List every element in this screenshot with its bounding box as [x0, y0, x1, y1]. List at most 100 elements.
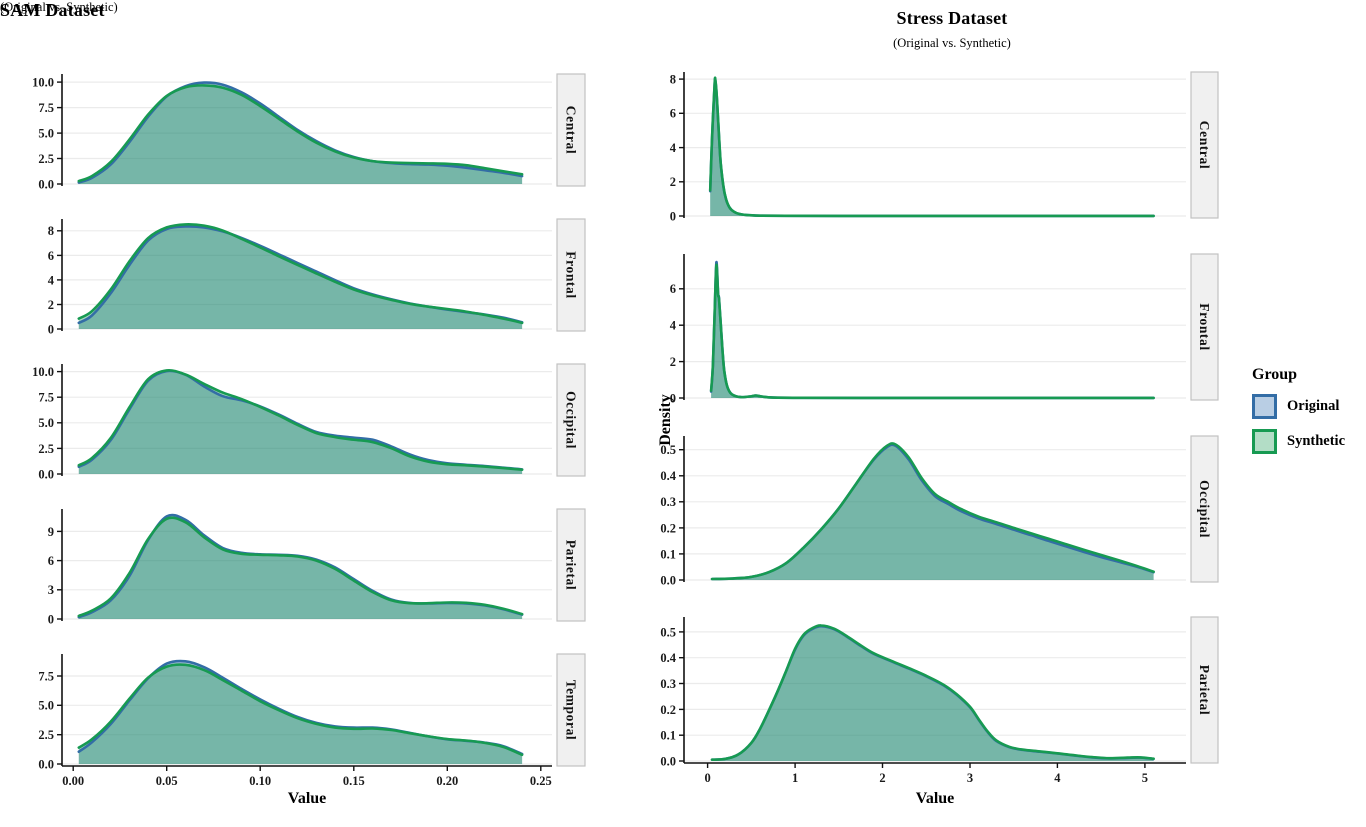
legend-key-synthetic-swatch: [1252, 429, 1277, 454]
density-area-synthetic: [78, 224, 523, 329]
density-area-synthetic: [712, 443, 1154, 580]
facet-frontal: 0 2 4 6 8 Frontal: [48, 218, 586, 336]
x-tick-label: 0: [704, 771, 710, 785]
y-tick-label: 0.2: [660, 703, 676, 717]
y-tick-label: 0.1: [660, 547, 676, 561]
facet-strip-label: Central: [1197, 121, 1212, 169]
y-tick-label: 5.0: [38, 699, 54, 713]
x-tick-label: 4: [1054, 771, 1061, 785]
density-area-original: [78, 226, 523, 329]
y-tick-label: 2.5: [38, 728, 54, 742]
legend-title: Group: [1252, 366, 1298, 383]
facet-strip-label: Occipital: [563, 391, 578, 449]
sam-x-axis-title: Value: [287, 790, 327, 807]
x-tick-label: 2: [879, 771, 885, 785]
y-tick-label: 0: [670, 209, 676, 223]
facet-strip-label: Parietal: [563, 540, 578, 591]
x-tick-label: 0.20: [436, 774, 458, 788]
y-tick-label: 6: [48, 249, 54, 263]
facet-strip-label: Frontal: [563, 251, 578, 298]
legend: Group Original Synthetic: [1252, 366, 1366, 454]
y-tick-label: 6: [670, 107, 676, 121]
density-curve-synthetic: [709, 263, 1155, 400]
y-tick-label: 0.4: [660, 469, 676, 483]
legend-label-synthetic: Synthetic: [1287, 433, 1345, 449]
facet-strip-label: Temporal: [563, 680, 578, 741]
facet-strip-label: Frontal: [1197, 303, 1212, 350]
facet-strip: [1190, 435, 1219, 583]
y-tick-label: 0: [48, 612, 54, 626]
density-area-synthetic: [78, 664, 523, 764]
legend-label-original: Original: [1287, 398, 1340, 414]
x-tick-label: 5: [1142, 771, 1148, 785]
y-tick-label: 4: [670, 319, 677, 333]
y-tick-label: 4: [670, 141, 677, 155]
figure-stress: 02468Central0246Frontal0.00.10.20.30.40.…: [660, 71, 1219, 785]
facet-occipital: 0.0 0.1 0.2 0.3 0.4 0.5 Occipital: [660, 435, 1219, 587]
y-tick-label: 6: [48, 554, 54, 568]
y-tick-label: 0.2: [660, 521, 676, 535]
density-curve-synthetic: [77, 368, 524, 471]
y-tick-label: 2: [670, 355, 676, 369]
y-tick-label: 0.3: [660, 495, 676, 509]
density-area-original: [712, 444, 1154, 580]
facet-strip-label: Parietal: [1197, 665, 1212, 716]
y-tick-label: 0.5: [660, 625, 676, 639]
y-tick-label: 10.0: [32, 365, 54, 379]
y-tick-label: 0: [670, 391, 676, 405]
facet-occipital: 0.0 2.5 5.0 7.5 10.0 Occipital: [32, 363, 586, 481]
density-area-original: [711, 262, 1154, 398]
y-tick-label: 0.0: [38, 177, 54, 191]
facet-frontal: 0 2 4 6 Frontal: [670, 253, 1219, 405]
y-tick-label: 8: [48, 224, 54, 238]
density-curve-synthetic: [710, 442, 1155, 581]
legend-key-original-swatch: [1252, 394, 1277, 419]
y-tick-label: 0.0: [660, 573, 676, 587]
y-tick-label: 2: [48, 298, 54, 312]
facet-temporal: 0.0 2.5 5.0 7.5 Temporal: [38, 653, 586, 771]
legend-item-synthetic: Synthetic: [1252, 429, 1366, 454]
y-tick-label: 2.5: [38, 442, 54, 456]
y-tick-label: 0.0: [38, 757, 54, 771]
facet-strip: [556, 363, 586, 477]
density-area-original: [712, 626, 1154, 761]
facet-strip: [556, 508, 586, 622]
facet-strip: [556, 218, 586, 332]
x-tick-label: 1: [792, 771, 798, 785]
y-tick-label: 5.0: [38, 126, 54, 140]
density-curve-synthetic: [77, 223, 524, 325]
y-tick-label: 0.0: [660, 754, 676, 768]
density-area-original: [78, 514, 523, 619]
stress-x-axis-title: Value: [915, 790, 955, 807]
density-area-synthetic: [712, 625, 1154, 761]
y-tick-label: 0.4: [660, 651, 676, 665]
figure-sam: 0.0 2.5 5.0 7.5 10.0 Central 0 2 4 6 8 Frontal 0.0 2.…: [32, 73, 586, 788]
facet-strip: [556, 653, 586, 767]
facet-strip: [556, 73, 586, 187]
x-tick-label: 0.15: [343, 774, 365, 788]
y-tick-label: 8: [670, 72, 676, 86]
x-tick-label: 3: [967, 771, 973, 785]
sam-plot-subtitle: (Original vs. Synthetic): [0, 0, 118, 14]
y-tick-label: 4: [48, 273, 55, 287]
facet-strip: [1190, 616, 1219, 764]
density-curve-synthetic: [708, 76, 1155, 218]
density-area-synthetic: [711, 264, 1154, 398]
facet-strip-label: Central: [563, 106, 578, 154]
density-area-synthetic: [78, 517, 523, 619]
y-tick-label: 0.1: [660, 729, 676, 743]
y-tick-label: 10.0: [32, 75, 54, 89]
density-area-synthetic: [710, 77, 1154, 217]
density-area-synthetic: [78, 370, 523, 474]
density-area-original: [78, 370, 523, 474]
density-curve-synthetic: [77, 516, 524, 618]
facet-strip: [1190, 253, 1219, 401]
y-tick-label: 7.5: [38, 101, 54, 115]
facet-parietal: 0 3 6 9 Parietal: [48, 508, 586, 626]
density-area-original: [78, 661, 523, 764]
density-curve-synthetic: [77, 663, 524, 757]
stress-y-axis-title: Density: [657, 394, 674, 446]
density-curve-original: [709, 261, 1155, 400]
x-tick-label: 0.00: [62, 774, 84, 788]
